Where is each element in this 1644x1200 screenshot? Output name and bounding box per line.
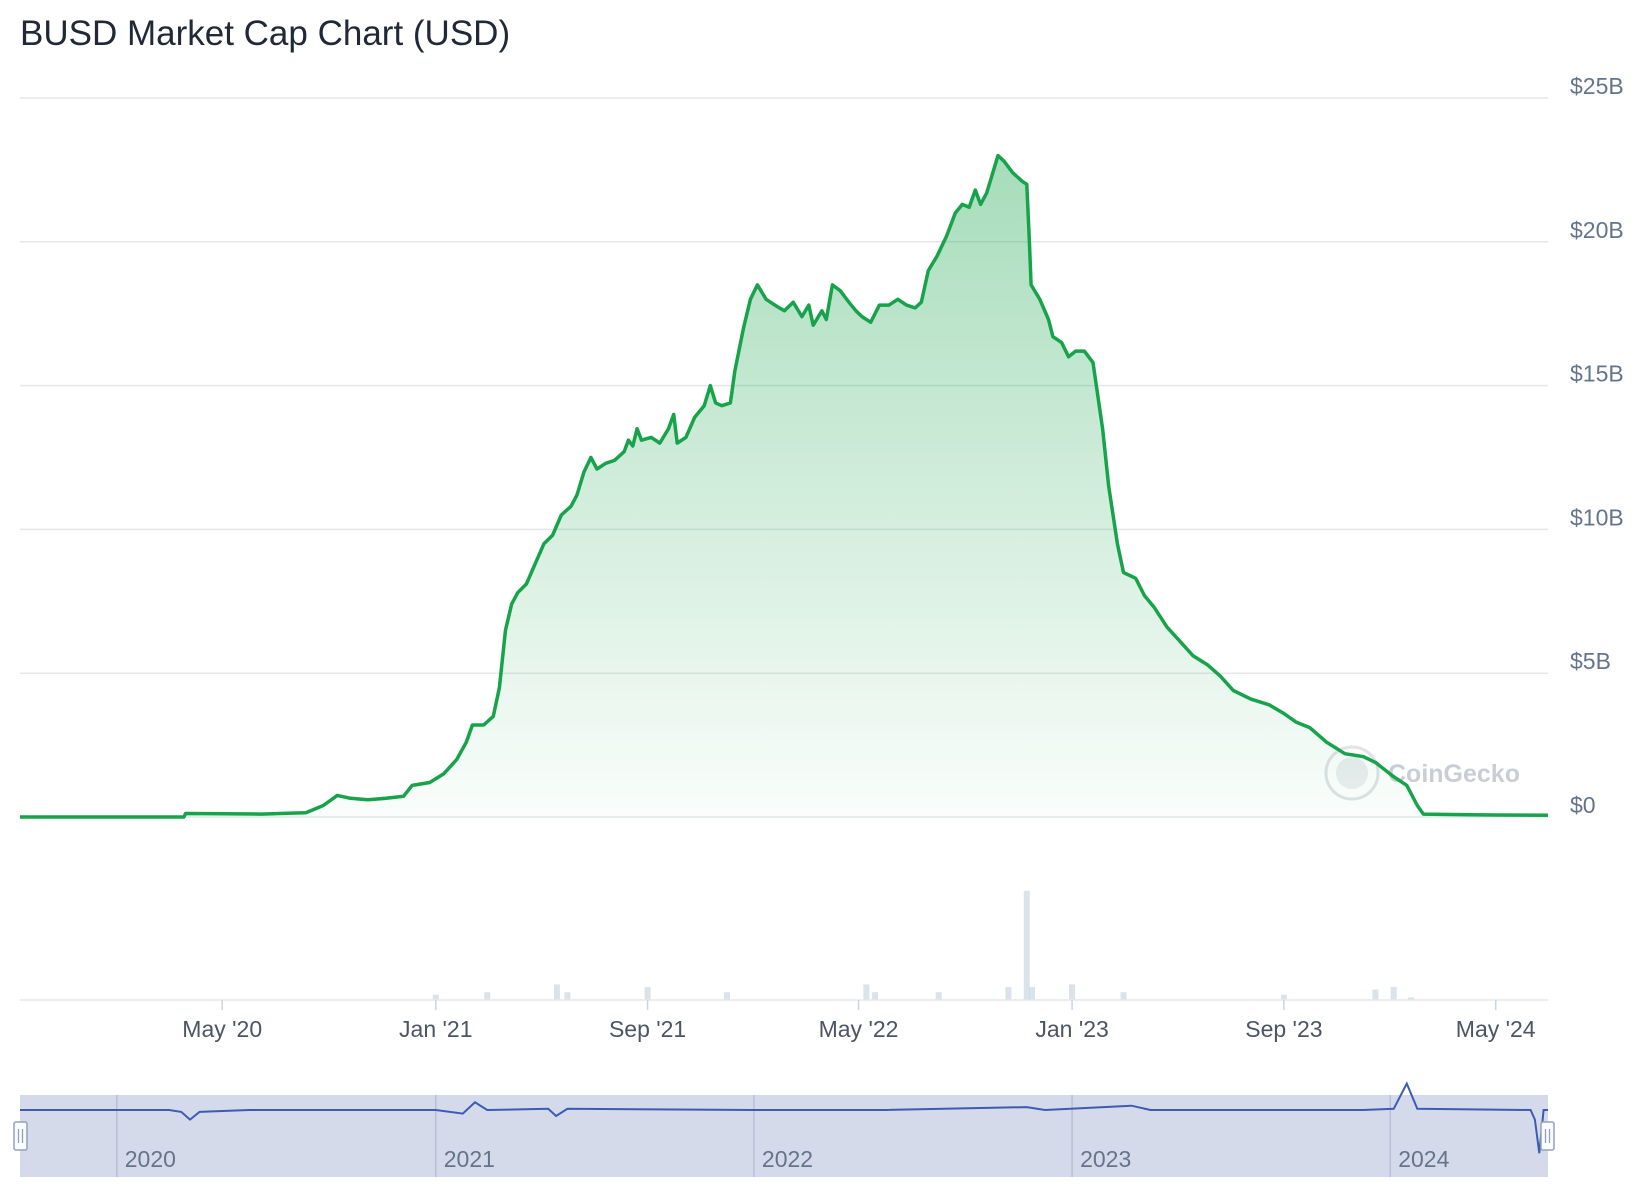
x-tick-label: Sep '21 [609,1016,686,1042]
volume-bar [484,992,491,1000]
market-cap-area [20,155,1548,817]
market-cap-line[interactable] [20,153,1549,819]
navigator-window[interactable] [20,1095,1548,1177]
volume-bar [1408,997,1415,1000]
volume-bar [644,987,651,1000]
volume-bar [1028,987,1035,1000]
y-tick-label: $0 [1570,792,1596,818]
x-tick-label: May '20 [182,1016,262,1042]
navigator-left-handle[interactable] [13,1121,28,1151]
navigator-year-label: 2023 [1080,1146,1131,1172]
y-tick-label: $20B [1570,217,1624,243]
y-tick-label: $15B [1570,361,1624,387]
x-tick-label: Jan '21 [399,1016,472,1042]
x-tick-label: May '24 [1456,1016,1536,1042]
x-tick-label: May '22 [819,1016,899,1042]
volume-bar [935,992,942,1000]
volume-bar [1372,989,1379,1000]
y-tick-label: $10B [1570,504,1624,530]
volume-bar [1069,984,1076,1000]
navigator-right-handle[interactable] [1540,1121,1555,1151]
volume-bar [564,992,571,1000]
x-tick-label: Jan '23 [1035,1016,1108,1042]
range-navigator[interactable]: 2020 2021 2022 2023 2024 [13,1081,1555,1177]
navigator-ticks: 2020 2021 2022 2023 2024 [116,1095,1450,1177]
watermark-text: CoinGecko [1388,760,1520,788]
volume-bar [1120,992,1127,1000]
volume-bar [863,984,870,1000]
volume-bar [1390,987,1397,1000]
volume-bar [1280,994,1287,1000]
volume-bar [432,994,439,1000]
chart-title: BUSD Market Cap Chart (USD) [20,14,511,53]
navigator-year-label: 2024 [1398,1146,1449,1172]
x-tick-label: Sep '23 [1245,1016,1322,1042]
volume-bar [1005,987,1012,1000]
navigator-year-label: 2022 [762,1146,813,1172]
y-tick-label: $25B [1570,73,1624,99]
volume-bar [723,992,730,1000]
y-axis-ticks: $0 $5B $10B $15B $20B $25B [1570,73,1624,818]
navigator-year-label: 2021 [444,1146,495,1172]
volume-bar [872,992,879,1000]
volume-bar [1023,890,1030,1000]
navigator-year-label: 2020 [125,1146,176,1172]
volume-bar [553,984,560,1000]
volume-bars [432,890,1415,1000]
navigator-series-line [20,1081,1548,1154]
x-axis-ticks: May '20 Jan '21 Sep '21 May '22 Jan '23 Sep '… [182,1000,1536,1042]
y-tick-label: $5B [1570,648,1611,674]
